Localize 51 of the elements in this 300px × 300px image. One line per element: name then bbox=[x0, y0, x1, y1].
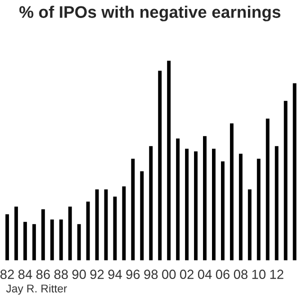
bar bbox=[273, 144, 280, 261]
x-tick-label: 98 bbox=[144, 270, 158, 280]
x-tick-label: 00 bbox=[162, 270, 176, 280]
x-tick-label: 06 bbox=[216, 270, 230, 280]
x-tick-label: 84 bbox=[18, 270, 32, 280]
x-tick-label: 10 bbox=[252, 270, 266, 280]
bar bbox=[40, 208, 46, 261]
bar bbox=[282, 100, 289, 261]
bar bbox=[13, 205, 20, 261]
x-tick-label: 08 bbox=[234, 270, 248, 280]
bar bbox=[102, 188, 110, 261]
x-tick-label: 86 bbox=[36, 270, 50, 280]
x-tick-label: 92 bbox=[90, 270, 104, 280]
bar bbox=[291, 82, 298, 261]
bar bbox=[4, 212, 10, 261]
bar bbox=[120, 184, 128, 261]
bar bbox=[166, 60, 172, 261]
bar bbox=[48, 218, 56, 261]
bar bbox=[84, 200, 92, 261]
x-tick-label: 12 bbox=[270, 270, 284, 279]
bar bbox=[130, 157, 136, 261]
bar bbox=[192, 150, 199, 261]
bar bbox=[148, 144, 154, 261]
bar bbox=[256, 157, 262, 261]
bar bbox=[210, 147, 217, 261]
bar bbox=[184, 147, 190, 261]
bar bbox=[264, 117, 271, 261]
chart-title: % of IPOs with negative earnings bbox=[19, 6, 280, 22]
bar bbox=[58, 218, 64, 261]
bar bbox=[66, 205, 74, 261]
bar bbox=[238, 152, 244, 261]
bar bbox=[94, 188, 100, 261]
bar bbox=[202, 134, 208, 261]
bar bbox=[228, 122, 235, 261]
x-tick-label: 88 bbox=[54, 270, 68, 280]
bar bbox=[246, 188, 253, 261]
x-tick-label: 02 bbox=[180, 270, 194, 280]
bar bbox=[156, 69, 164, 261]
x-tick-label: 94 bbox=[108, 270, 122, 280]
bar bbox=[174, 137, 182, 261]
x-tick-label: 90 bbox=[72, 270, 86, 280]
bar bbox=[138, 170, 146, 261]
text: Jay R. Ritter bbox=[6, 284, 67, 295]
x-tick-label: 96 bbox=[126, 270, 140, 280]
x-tick-label: 04 bbox=[198, 270, 212, 280]
bar bbox=[112, 195, 118, 261]
x-tick-label: 82 bbox=[0, 270, 14, 280]
bar bbox=[220, 160, 226, 261]
bar bbox=[76, 222, 82, 261]
bar bbox=[22, 220, 28, 261]
bar bbox=[30, 222, 38, 261]
